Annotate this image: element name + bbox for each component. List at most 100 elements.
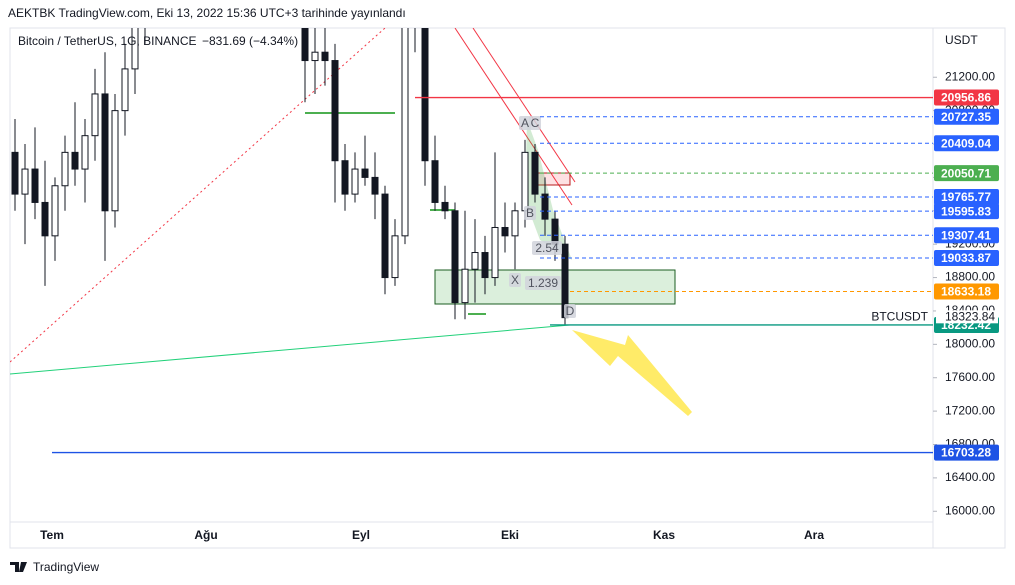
candle-body	[41, 201, 49, 237]
candle-body	[331, 60, 339, 162]
candle-body	[131, 28, 139, 70]
symbol-label: BTCUSDT	[871, 309, 928, 323]
candle-body	[71, 151, 79, 170]
price-badge	[934, 203, 999, 220]
candles	[11, 28, 569, 326]
price-badge-label: 19595.83	[941, 204, 991, 218]
candle-body	[531, 151, 539, 195]
candle-body	[11, 151, 19, 195]
price-badge	[934, 165, 999, 182]
price-badge-label: 20409.04	[941, 136, 991, 150]
candle-body	[421, 28, 429, 162]
x-tick-label: Ara	[804, 528, 824, 542]
price-badge-label: 19765.77	[941, 190, 991, 204]
price-badge-label: 19033.87	[941, 251, 991, 265]
trend-line	[10, 324, 571, 375]
symbol-info: Bitcoin / TetherUS, 1G, BINANCE	[18, 34, 197, 48]
x-tick-label: Ağu	[194, 528, 217, 542]
arrow	[572, 330, 692, 416]
footer: TradingView	[10, 560, 99, 574]
pattern-label: C	[531, 116, 540, 130]
pattern-label: X	[511, 273, 519, 287]
price-badge	[934, 188, 999, 205]
x-tick-label: Eki	[501, 528, 519, 542]
pattern-label-bg	[519, 116, 531, 130]
candle-body	[471, 252, 479, 270]
channel-line	[454, 28, 573, 206]
pattern-label-bg	[509, 273, 521, 287]
pattern-label-bg	[525, 276, 561, 290]
price-badge-label: 19307.41	[941, 228, 991, 242]
footer-brand: TradingView	[33, 560, 99, 574]
candle-body	[301, 28, 309, 62]
price-badge	[934, 89, 999, 106]
publish-info: AEKTBK TradingView.com, Eki 13, 2022 15:…	[8, 6, 406, 20]
candle-body	[121, 68, 129, 112]
price-badge-label: 20050.71	[941, 166, 991, 180]
candle-body	[81, 135, 89, 170]
y-tick-label: 17200.00	[945, 403, 995, 417]
candle-body	[481, 252, 489, 279]
chart-frame	[9, 27, 1006, 549]
price-badge-label: 16703.28	[941, 446, 991, 460]
candle-body	[451, 210, 459, 304]
candle-body	[461, 268, 469, 304]
y-tick-label: 18800.00	[945, 270, 995, 284]
candle-body	[521, 151, 529, 212]
y-tick-label: 16000.00	[945, 503, 995, 517]
price-change: −831.69 (−4.34%)	[202, 34, 298, 48]
candle-body	[441, 201, 449, 212]
y-tick-label: 16400.00	[945, 470, 995, 484]
channel-line	[472, 28, 576, 183]
price-badge-label: 18633.18	[941, 285, 991, 299]
pattern-label-bg	[564, 304, 576, 318]
pattern-label: B	[526, 206, 534, 220]
candle-body	[511, 210, 519, 237]
candle-body	[101, 93, 109, 212]
candle-body	[321, 51, 329, 62]
candle-body	[31, 168, 39, 203]
y-tick-label: 21200.00	[945, 69, 995, 83]
candle-body	[361, 168, 369, 178]
currency: USDT	[945, 33, 978, 47]
price-badge	[934, 227, 999, 244]
candle-body	[501, 226, 509, 237]
candle-body	[401, 28, 409, 237]
x-tick-label: Kas	[653, 528, 675, 542]
pattern-label: D	[566, 304, 575, 318]
price-badge-label: 20727.35	[941, 110, 991, 124]
x-tick-label: Tem	[40, 528, 64, 542]
candle-body	[111, 110, 119, 212]
candle-body	[391, 235, 399, 279]
last-price-bg	[936, 310, 998, 324]
candle-body	[91, 93, 99, 137]
y-tick-label: 18000.00	[945, 337, 995, 351]
price-badge	[934, 444, 999, 461]
price-badge	[934, 108, 999, 125]
plot: X A C B D 1.239 2.54	[10, 28, 692, 416]
candle-body	[371, 176, 379, 195]
price-badge	[934, 135, 999, 152]
pattern-label: A	[521, 116, 529, 130]
logo	[10, 562, 27, 572]
last-price: 18323.84	[945, 309, 995, 323]
candle-body	[491, 226, 499, 279]
pattern-label-bg	[529, 116, 541, 130]
pattern-label-bg	[524, 206, 536, 220]
candle-body	[311, 51, 319, 62]
price-badge	[934, 250, 999, 267]
price-badge	[934, 283, 999, 300]
candle-body	[541, 193, 549, 220]
candle-body	[61, 151, 69, 187]
x-tick-label: Eyl	[352, 528, 370, 542]
pattern-label: 1.239	[528, 276, 558, 290]
candle-body	[21, 168, 29, 195]
candle-body	[351, 168, 359, 195]
pattern-label: 2.54	[535, 241, 559, 255]
candle-body	[381, 193, 389, 279]
price-badge-label: 20956.86	[941, 91, 991, 105]
candle-body	[431, 160, 439, 203]
y-tick-label: 17600.00	[945, 370, 995, 384]
pattern-label-bg	[532, 241, 562, 255]
